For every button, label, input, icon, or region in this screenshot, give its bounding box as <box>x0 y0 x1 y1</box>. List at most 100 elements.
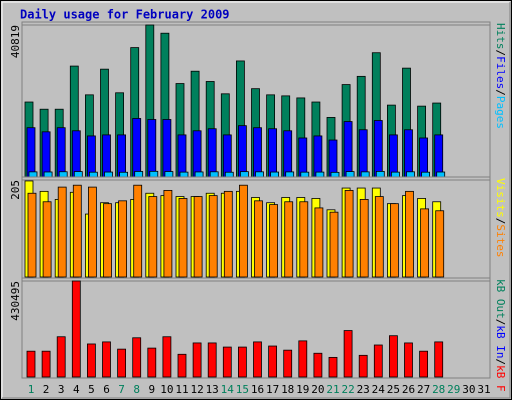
x-tick-label: 30 <box>462 383 475 396</box>
x-tick-label: 17 <box>266 383 279 396</box>
bar <box>285 171 295 178</box>
bar <box>388 134 398 178</box>
bar <box>358 129 368 178</box>
bar <box>207 342 217 378</box>
x-tick-label: 5 <box>88 383 95 396</box>
bar <box>41 350 51 378</box>
bar <box>237 125 247 178</box>
bar <box>134 171 144 178</box>
bar <box>315 171 325 178</box>
bar <box>404 129 413 178</box>
bar <box>58 171 68 178</box>
bar <box>345 171 355 178</box>
bar <box>299 201 309 278</box>
y-tick-label: 430495 <box>9 281 22 321</box>
x-tick-label: 11 <box>175 383 188 396</box>
bar <box>388 335 398 378</box>
bar <box>358 354 368 378</box>
bar <box>343 330 353 378</box>
legend-entry: Files <box>494 56 507 89</box>
bar <box>162 336 172 378</box>
bar <box>41 131 51 178</box>
bar <box>373 344 383 378</box>
bar <box>163 190 173 278</box>
x-tick-label: 28 <box>432 383 445 396</box>
legend-entry: Sites <box>494 224 507 257</box>
x-tick-label: 7 <box>118 383 125 396</box>
bar <box>223 190 233 278</box>
legend-separator: / <box>494 359 507 366</box>
bar <box>89 171 98 178</box>
bar <box>359 198 369 278</box>
x-tick-label: 18 <box>281 383 294 396</box>
bar <box>71 130 81 178</box>
bar <box>390 171 400 178</box>
legend: kB Out/kB In/kB F <box>494 279 507 392</box>
bar <box>314 207 324 278</box>
bar <box>375 171 385 178</box>
bar <box>300 171 310 178</box>
bar <box>373 120 383 178</box>
bar <box>344 190 354 278</box>
bar <box>254 200 263 278</box>
x-tick-label: 6 <box>103 383 110 396</box>
bar <box>149 170 159 178</box>
bar <box>177 134 187 178</box>
bar <box>56 336 66 378</box>
bar <box>239 171 249 178</box>
bar <box>88 186 97 278</box>
bar <box>343 121 353 178</box>
bar <box>73 171 83 178</box>
bar <box>255 171 264 178</box>
legend-entry: kB F <box>494 365 507 392</box>
bar <box>103 203 112 278</box>
bar <box>192 342 202 378</box>
bar <box>87 135 96 178</box>
bar <box>419 137 429 178</box>
bar <box>117 134 126 178</box>
bar <box>421 171 431 178</box>
bar <box>420 208 430 278</box>
bar <box>237 346 247 378</box>
legend-entry: Hits <box>494 23 507 50</box>
bar <box>118 200 127 278</box>
bar <box>389 203 399 278</box>
legend: Hits/Files/Pages <box>494 23 507 129</box>
bar <box>162 119 172 178</box>
x-tick-label: 9 <box>148 383 155 396</box>
x-tick-label: 19 <box>296 383 309 396</box>
x-tick-label: 20 <box>311 383 324 396</box>
x-tick-label: 23 <box>357 383 370 396</box>
legend: Visits/Sites <box>494 178 507 258</box>
bar <box>283 349 293 378</box>
bar <box>148 196 158 278</box>
x-tick-label: 29 <box>447 383 460 396</box>
x-tick-label: 4 <box>73 383 80 396</box>
x-tick-label: 14 <box>221 383 235 396</box>
y-tick-label: 40819 <box>9 25 22 58</box>
bar <box>209 171 219 178</box>
legend-entry: Visits <box>494 178 507 218</box>
bar <box>26 350 36 378</box>
y-tick-label: 205 <box>9 180 22 200</box>
bar <box>194 171 204 178</box>
bar <box>42 201 52 278</box>
x-tick-label: 3 <box>58 383 65 396</box>
bar <box>268 128 278 178</box>
legend-separator: / <box>494 50 507 57</box>
x-tick-label: 26 <box>402 383 415 396</box>
x-tick-label: 25 <box>387 383 400 396</box>
bar <box>104 171 113 178</box>
chart-title: Daily usage for February 2009 <box>20 8 230 22</box>
bar <box>133 184 143 278</box>
bar <box>43 171 53 178</box>
bar <box>87 343 96 378</box>
bar <box>132 337 142 378</box>
bar <box>360 171 370 178</box>
bar <box>71 280 81 378</box>
bar <box>298 137 308 178</box>
bar <box>27 192 37 278</box>
